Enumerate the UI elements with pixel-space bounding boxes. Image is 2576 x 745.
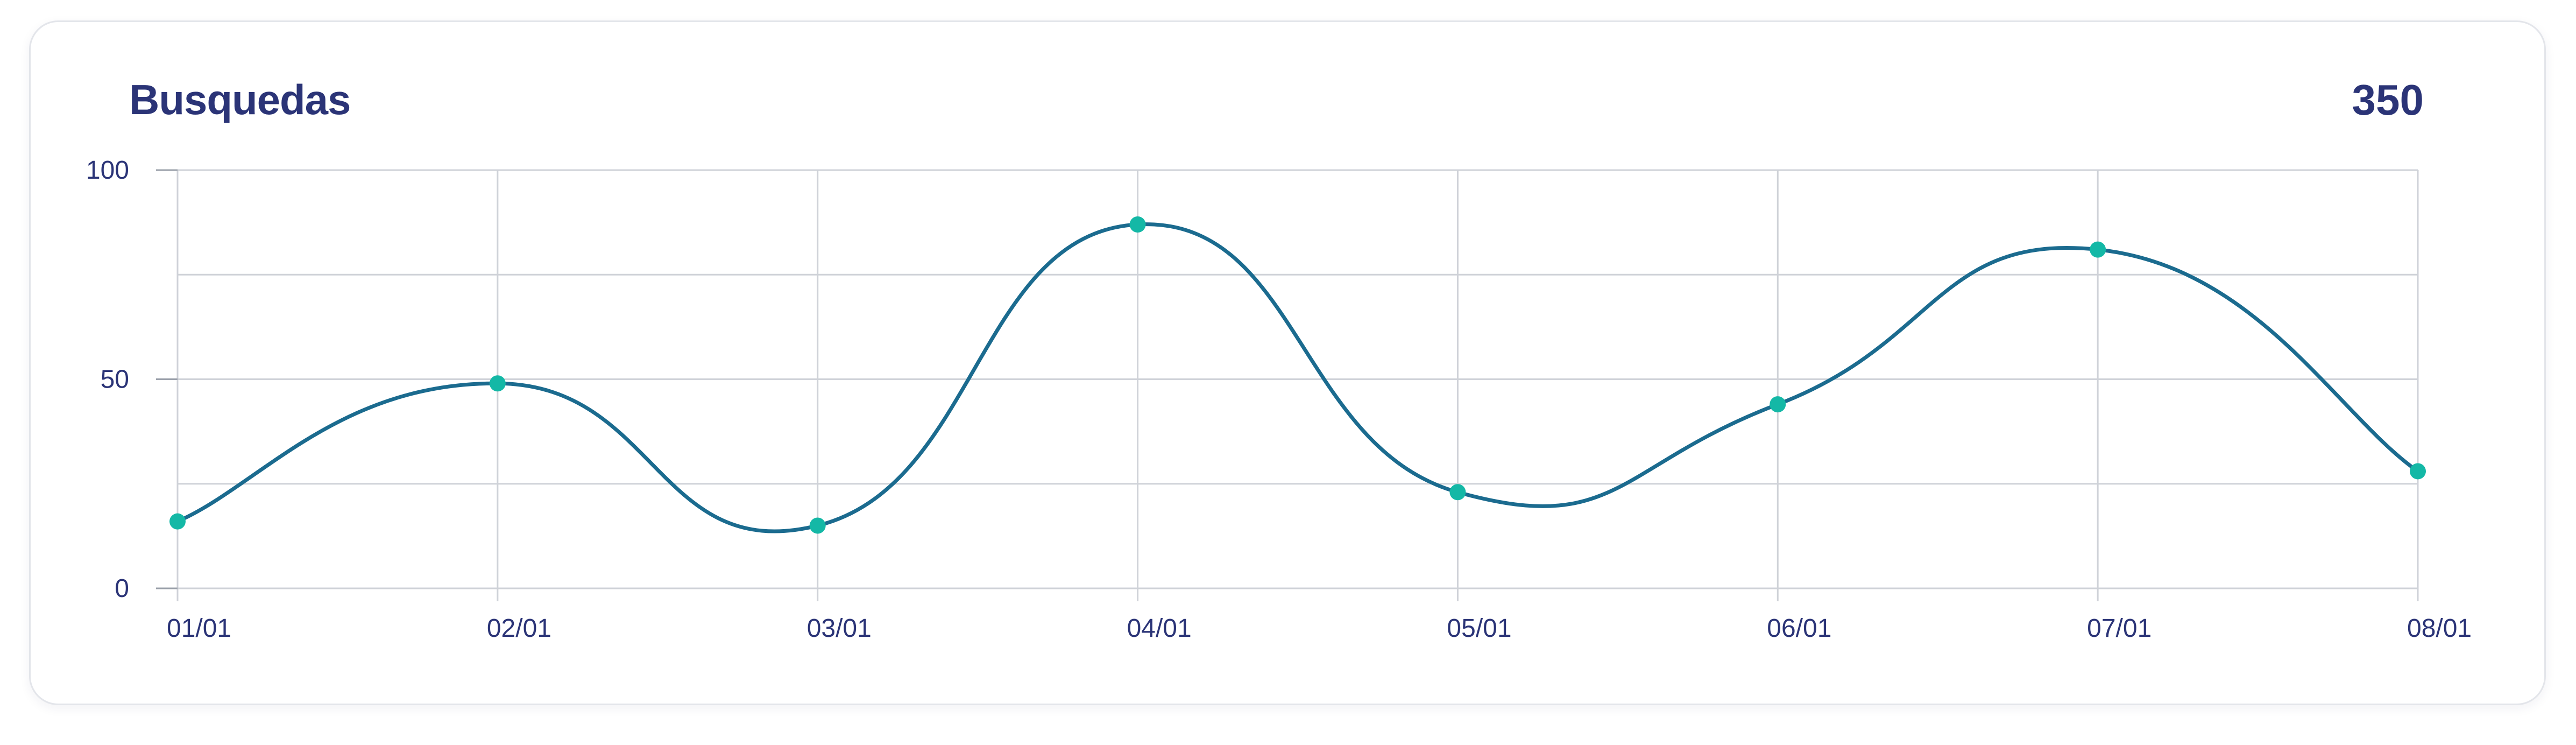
- x-tick-label: 05/01: [1447, 614, 1511, 643]
- x-tick-label: 08/01: [2407, 614, 2472, 643]
- total-count: 350: [2352, 76, 2424, 124]
- x-tick-label: 04/01: [1127, 614, 1192, 643]
- data-points: [169, 216, 2426, 534]
- x-tick-label: 06/01: [1767, 614, 1831, 643]
- card-title: Busquedas: [129, 76, 351, 123]
- data-point-05-01[interactable]: [1449, 484, 1466, 501]
- y-tick-label: 100: [86, 156, 129, 185]
- y-tick-label: 50: [101, 366, 129, 394]
- x-tick-label: 03/01: [807, 614, 872, 643]
- series-line: [175, 222, 2420, 533]
- y-axis-labels: 0 50 100: [86, 156, 129, 603]
- data-point-01-01[interactable]: [169, 513, 186, 530]
- x-axis-labels: 01/01 02/01 03/01 04/01 05/01 06/01 07/01 08/01: [167, 614, 2472, 643]
- data-point-08-01[interactable]: [2410, 463, 2426, 480]
- grid-lines: [156, 169, 2419, 601]
- data-point-03-01[interactable]: [809, 517, 826, 534]
- x-tick-label: 02/01: [487, 614, 551, 643]
- x-tick-label: 01/01: [167, 614, 231, 643]
- data-point-07-01[interactable]: [2090, 241, 2106, 258]
- x-tick-label: 07/01: [2087, 614, 2152, 643]
- data-point-06-01[interactable]: [1770, 396, 1786, 413]
- data-point-02-01[interactable]: [489, 375, 506, 392]
- searches-card: [29, 20, 2546, 705]
- y-tick-label: 0: [115, 574, 129, 603]
- data-point-04-01[interactable]: [1129, 216, 1146, 233]
